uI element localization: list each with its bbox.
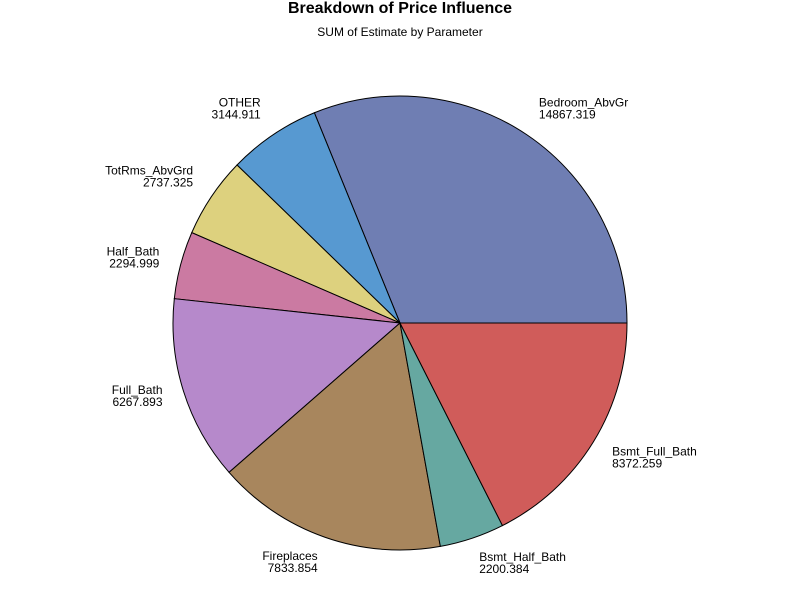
slice-value-full-bath: 6267.893 <box>112 395 162 409</box>
pie-slice-full-bath <box>172 298 402 474</box>
pie-slice-bedroom-abvgr <box>313 95 628 324</box>
slice-label-full-bath: Full_Bath <box>112 383 163 397</box>
pie-slice-fireplaces <box>228 322 441 551</box>
slice-label-totrms-abvgrd: TotRms_AbvGrd <box>105 164 193 178</box>
slice-label-other: OTHER <box>219 96 261 110</box>
slice-value-other: 3144.911 <box>212 108 261 122</box>
slice-value-bsmt-half-bath: 2200.384 <box>479 562 529 576</box>
slice-label-bsmt-full-bath: Bsmt_Full_Bath <box>612 444 697 458</box>
slice-value-fireplaces: 7833.854 <box>268 561 318 575</box>
slice-value-totrms-abvgrd: 2737.325 <box>143 176 193 190</box>
slice-label-bsmt-half-bath: Bsmt_Half_Bath <box>479 550 566 564</box>
slice-label-fireplaces: Fireplaces <box>262 549 317 563</box>
slice-label-half-bath: Half_Bath <box>107 244 160 258</box>
chart-title: Breakdown of Price Influence <box>287 0 513 17</box>
pie-slice-bsmt-full-bath <box>399 322 628 527</box>
slice-label-bedroom-abvgr: Bedroom_AbvGr <box>539 95 628 109</box>
slice-value-bedroom-abvgr: 14867.319 <box>539 107 596 121</box>
slice-value-bsmt-full-bath: 8372.259 <box>612 456 662 470</box>
slice-value-half-bath: 2294.999 <box>109 256 159 270</box>
chart-subtitle: SUM of Estimate by Parameter <box>317 25 483 39</box>
